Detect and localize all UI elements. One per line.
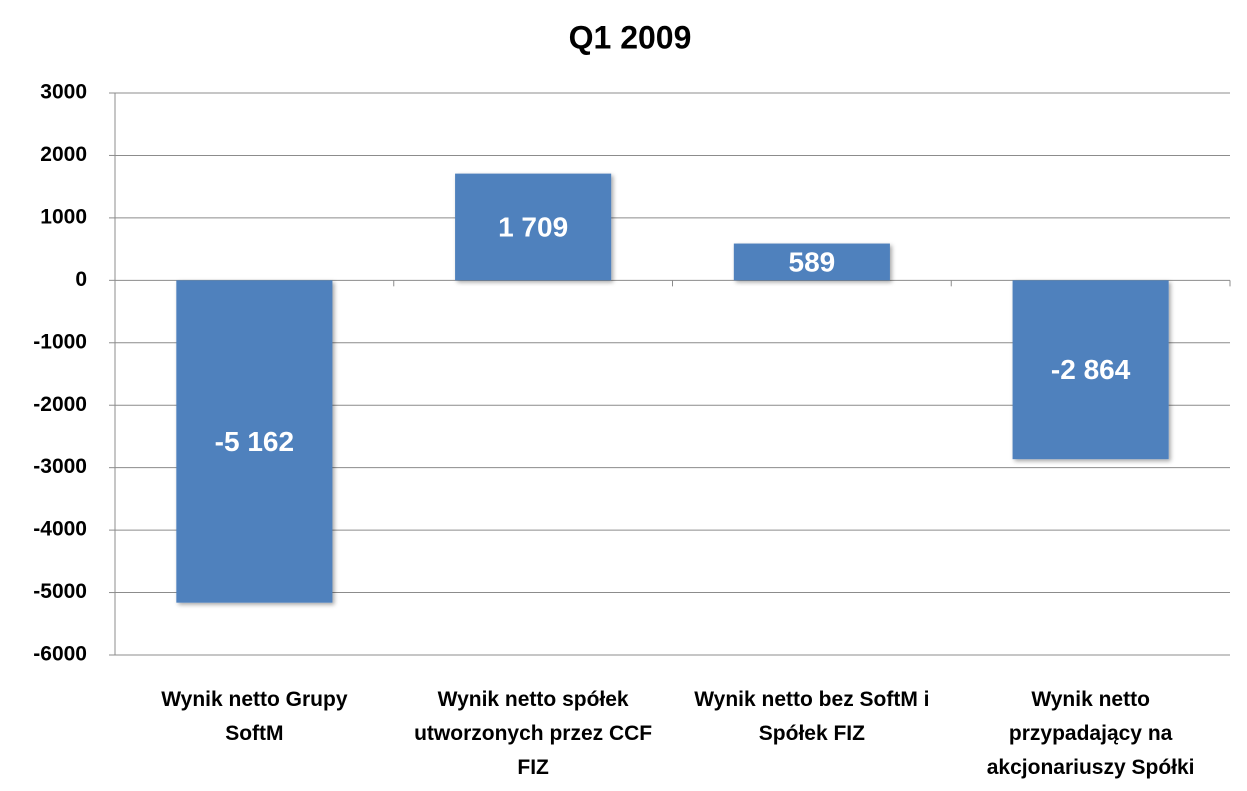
y-tick-label: -4000 [33,518,87,541]
y-tick-label: 0 [75,268,87,291]
y-tick-label: -5000 [33,580,87,603]
chart-title: Q1 2009 [569,19,692,55]
x-tick-label: Wynik netto bez SoftM i Spółek FIZ [694,688,930,745]
x-tick-label: Wynik netto spółek utworzonych przez CCF… [414,688,653,779]
y-tick-label: -2000 [33,393,87,416]
bar [455,173,612,281]
bar [176,280,333,603]
data-label: -5 162 [215,426,294,457]
data-label: 1 709 [498,211,568,242]
y-tick-label: -3000 [33,455,87,478]
y-tick-label: 3000 [40,81,87,104]
y-tick-label: 2000 [40,143,87,166]
y-tick-label: -6000 [33,643,87,666]
x-tick-label: Wynik netto Grupy SoftM [161,688,348,745]
bar [1012,280,1169,460]
data-label: -2 864 [1051,354,1131,385]
data-label: 589 [789,246,836,277]
y-tick-label: -1000 [33,330,87,353]
bar [733,243,890,281]
y-tick-label: 1000 [40,205,87,228]
x-tick-label: Wynik netto przypadający na akcjonariusz… [986,688,1195,779]
